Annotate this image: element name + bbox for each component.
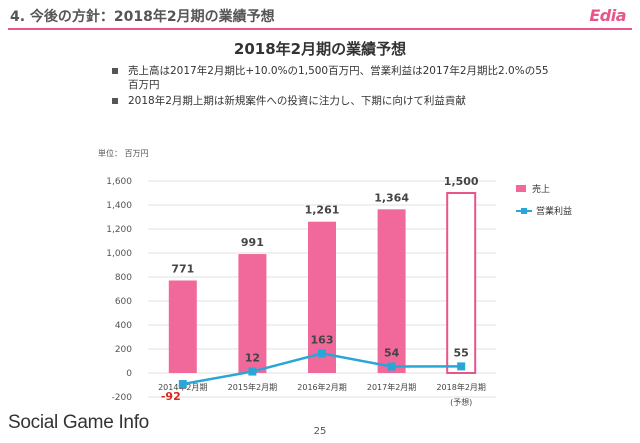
bullet-item: 2018年2月期上期は新規案件への投資に注力し、下期に向けて利益貢献: [110, 94, 550, 108]
y-tick-label: 600: [115, 297, 132, 307]
y-tick-label: 200: [115, 345, 132, 355]
line-data-label: 55: [454, 346, 469, 359]
bar-data-label: 1,500: [444, 175, 479, 188]
bullet-item: 売上高は2017年2月期比+10.0%の1,500百万円、営業利益は2017年2…: [110, 64, 550, 92]
bar-sales: [308, 221, 336, 373]
watermark: Social Game Info: [8, 412, 149, 433]
x-tick-sublabel: (予想): [450, 397, 472, 407]
legend-swatch-bar: [516, 185, 526, 192]
y-tick-label: 800: [115, 273, 132, 283]
legend-label-operating-profit: 営業利益: [536, 207, 573, 217]
slide-header: 4. 今後の方針：2018年2月期の業績予想 Edia: [0, 0, 640, 30]
bar-sales: [238, 254, 267, 373]
x-tick-label: 2017年2月期: [367, 382, 416, 392]
y-tick-label: 0: [126, 369, 132, 379]
y-tick-label: 400: [115, 321, 132, 331]
chart-legend: 売上 営業利益: [516, 182, 572, 226]
slide-title: 2018年2月期の業績予想: [233, 40, 407, 58]
line-marker: [457, 362, 466, 371]
line-marker: [387, 362, 396, 371]
company-logo: Edia: [589, 6, 626, 25]
y-tick-label: 1,000: [106, 249, 132, 259]
line-marker: [178, 380, 187, 389]
line-marker: [248, 367, 257, 376]
section-title: 4. 今後の方針：2018年2月期の業績予想: [10, 9, 275, 25]
bar-sales: [377, 209, 406, 373]
bar-data-label: 771: [171, 262, 194, 275]
y-tick-label: 1,600: [106, 177, 132, 187]
bar-data-label: 991: [241, 236, 264, 249]
header-divider: [8, 28, 632, 30]
line-data-label: 54: [384, 347, 400, 360]
page-number: 25: [313, 426, 327, 437]
legend-label-sales: 売上: [532, 185, 551, 195]
bullet-list: 売上高は2017年2月期比+10.0%の1,500百万円、営業利益は2017年2…: [110, 64, 550, 110]
y-tick-label: 1,200: [106, 225, 132, 235]
legend-item-sales: 売上: [516, 182, 572, 196]
x-tick-label: 2015年2月期: [228, 382, 277, 392]
bar-sales: [446, 192, 477, 374]
legend-swatch-line: [516, 208, 532, 214]
bar-sales: [168, 280, 197, 373]
line-marker: [318, 349, 326, 358]
line-data-label: 12: [245, 352, 260, 365]
unit-label: 単位： 百万円: [98, 149, 149, 158]
bar-data-label: 1,261: [305, 204, 340, 217]
x-tick-label: 2016年2月期: [297, 382, 346, 392]
legend-item-operating-profit: 営業利益: [516, 204, 572, 218]
line-data-label: -92: [161, 390, 181, 403]
x-tick-label: 2018年2月期: [436, 382, 485, 392]
y-tick-label: -200: [112, 393, 133, 403]
line-data-label: 163: [311, 333, 334, 346]
y-tick-label: 1,400: [106, 201, 132, 211]
bar-data-label: 1,364: [374, 191, 409, 204]
